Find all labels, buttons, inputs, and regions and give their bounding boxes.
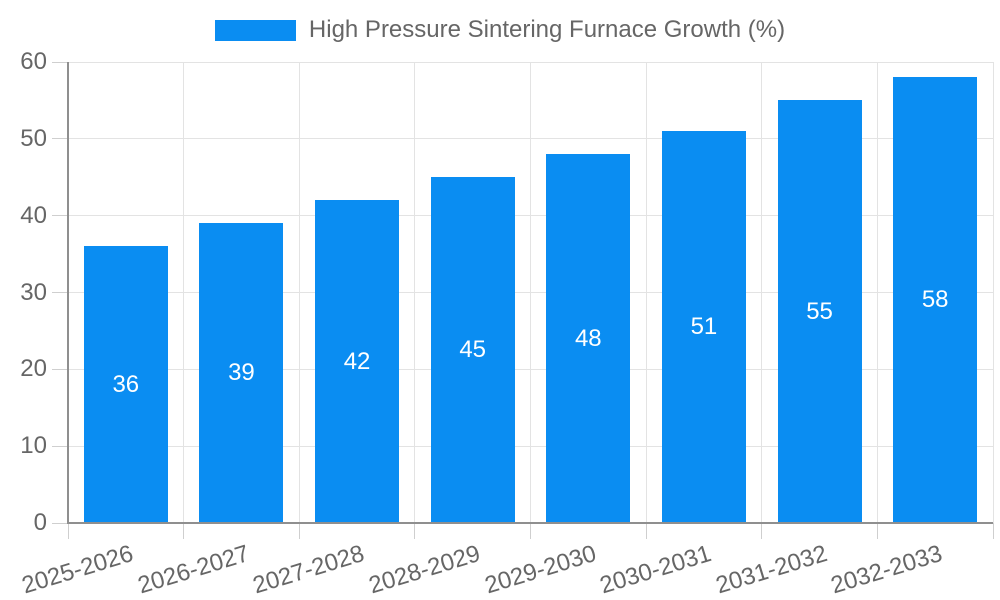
gridline-vertical <box>645 62 647 523</box>
legend-swatch-icon <box>214 19 296 41</box>
bar-value-label: 48 <box>574 324 602 352</box>
x-axis-tick <box>530 523 531 539</box>
bar-2030-2031[interactable] <box>661 131 746 523</box>
x-axis-tick <box>761 523 763 539</box>
x-axis-tick <box>183 523 185 539</box>
y-axis-tick <box>52 368 68 370</box>
gridline-vertical <box>183 62 185 523</box>
bar-value-label: 36 <box>112 370 140 398</box>
bar-value-label: 58 <box>921 286 949 314</box>
y-axis-tick-label: 60 <box>20 48 47 75</box>
x-axis-tick <box>414 523 416 539</box>
legend-label: High Pressure Sintering Furnace Growth (… <box>308 16 786 43</box>
x-axis-tick <box>645 523 647 539</box>
x-axis-tick-label: 2030-2031 <box>596 540 715 600</box>
chart-legend: High Pressure Sintering Furnace Growth (… <box>0 16 1000 44</box>
y-axis-line <box>67 62 69 524</box>
bar-2028-2029[interactable] <box>430 177 515 523</box>
bar-2025-2026[interactable] <box>83 246 168 523</box>
x-axis-tick-label: 2027-2028 <box>250 540 368 600</box>
bar-value-label: 42 <box>343 347 371 375</box>
gridline-vertical <box>414 62 416 523</box>
x-axis-tick <box>298 523 300 539</box>
bar-2031-2032[interactable] <box>777 100 862 523</box>
bar-value-label: 45 <box>459 336 487 364</box>
y-axis-tick <box>52 292 68 293</box>
y-axis-tick-label: 0 <box>33 509 47 536</box>
x-axis-line <box>67 522 993 524</box>
bar-value-label: 39 <box>228 359 255 387</box>
y-axis-tick-label: 30 <box>20 278 47 306</box>
bar-value-label: 55 <box>806 297 833 325</box>
x-axis-tick-label: 2029-2030 <box>481 540 599 600</box>
y-axis-tick <box>52 138 68 140</box>
x-axis-tick-label: 2032-2033 <box>828 540 946 600</box>
y-axis-tick-label: 40 <box>20 201 47 229</box>
x-axis-tick-label: 2025-2026 <box>18 540 137 600</box>
gridline-vertical <box>298 62 300 523</box>
bar-2026-2027[interactable] <box>199 223 284 523</box>
gridline-vertical <box>992 62 994 523</box>
x-axis-tick-label: 2028-2029 <box>365 540 484 600</box>
y-axis-tick <box>52 215 68 217</box>
gridline-vertical <box>530 62 531 523</box>
x-axis-tick-label: 2031-2032 <box>712 540 831 600</box>
y-axis-tick-label: 50 <box>20 124 47 152</box>
bar-2029-2030[interactable] <box>546 154 631 523</box>
y-axis-tick <box>52 445 68 447</box>
bar-value-label: 51 <box>690 313 718 341</box>
y-axis-tick <box>52 522 68 524</box>
y-axis-tick <box>52 61 68 63</box>
gridline-vertical <box>876 62 878 523</box>
x-axis-tick <box>876 523 878 539</box>
bar-2032-2033[interactable] <box>893 77 978 523</box>
x-axis-tick <box>67 523 69 539</box>
legend-item[interactable]: High Pressure Sintering Furnace Growth (… <box>214 16 786 44</box>
bar-2027-2028[interactable] <box>315 200 400 523</box>
x-axis-tick <box>992 523 994 539</box>
gridline-vertical <box>761 62 763 523</box>
y-axis-tick-label: 10 <box>20 432 47 460</box>
x-axis-tick-label: 2026-2027 <box>134 540 253 600</box>
y-axis-tick-label: 20 <box>20 355 47 383</box>
